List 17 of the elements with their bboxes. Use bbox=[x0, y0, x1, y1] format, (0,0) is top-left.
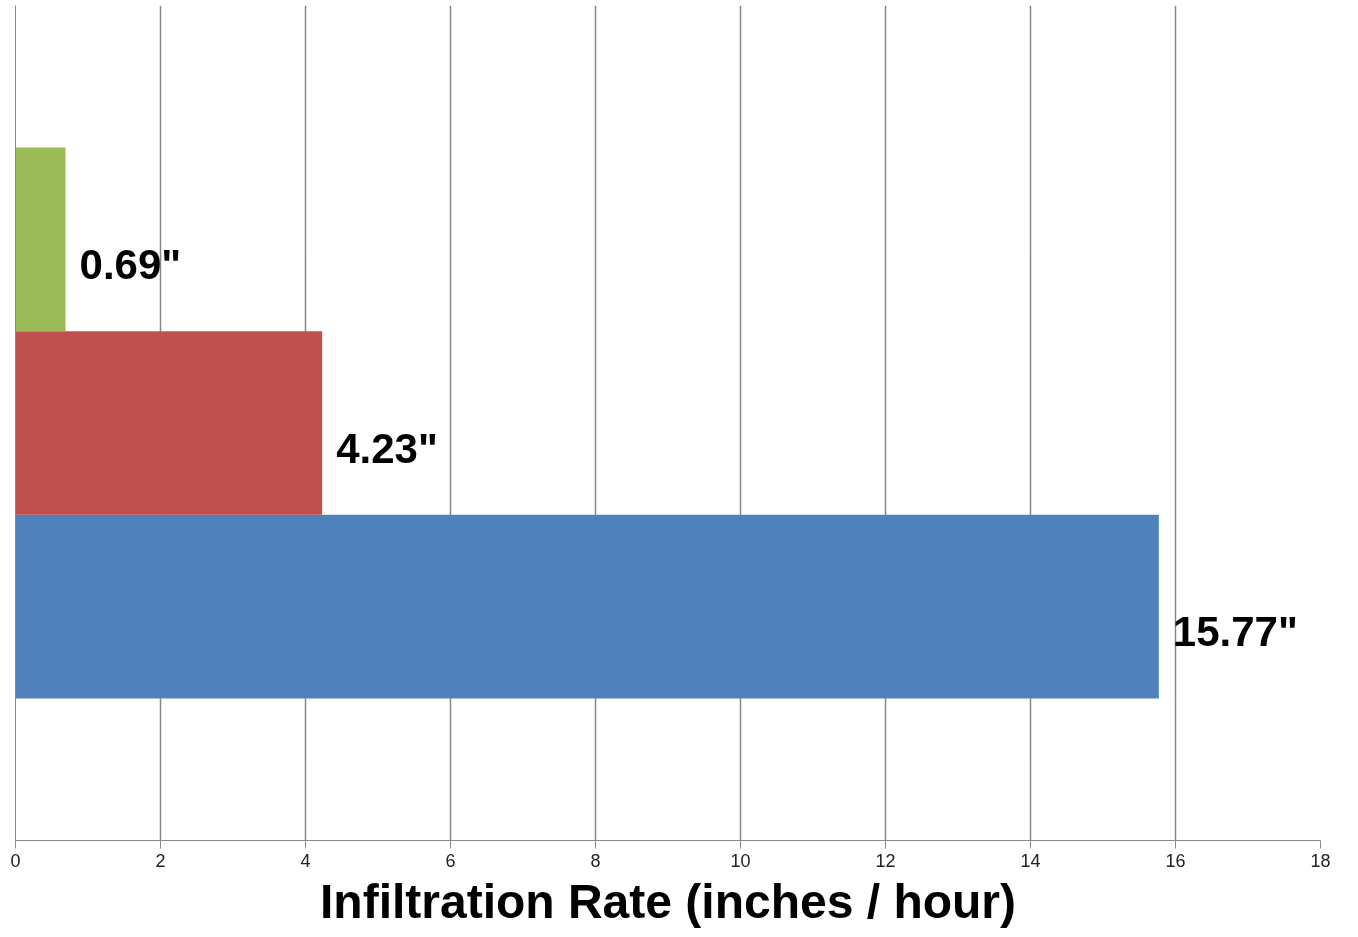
bar bbox=[15, 514, 1159, 699]
x-tick-label: 14 bbox=[1020, 850, 1041, 871]
x-tick-label: 18 bbox=[1310, 850, 1331, 871]
x-tick-label: 0 bbox=[10, 850, 21, 871]
x-tick-label: 6 bbox=[445, 850, 456, 871]
data-label: 15.77" bbox=[1172, 608, 1298, 656]
x-tick-label: 4 bbox=[300, 850, 311, 871]
data-label: 4.23" bbox=[336, 424, 438, 472]
x-axis-title: Infiltration Rate (inches / hour) bbox=[319, 874, 1017, 928]
x-tick-label: 12 bbox=[875, 850, 896, 871]
x-tick-label: 8 bbox=[590, 850, 601, 871]
x-tick-label: 16 bbox=[1165, 850, 1186, 871]
x-tick-label: 2 bbox=[155, 850, 166, 871]
bar bbox=[15, 147, 66, 332]
bar bbox=[15, 331, 323, 515]
data-label: 0.69" bbox=[79, 240, 182, 288]
x-tick-label: 10 bbox=[730, 850, 751, 871]
